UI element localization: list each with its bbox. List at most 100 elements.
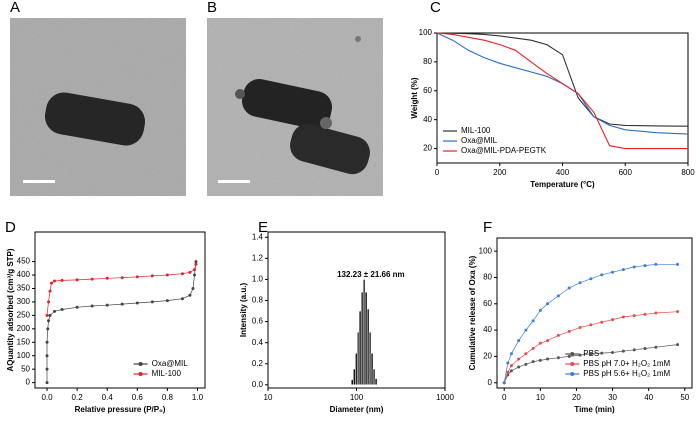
- y-tick-label: 60: [483, 299, 492, 308]
- plot-frame: [496, 237, 693, 389]
- legend-label: Oxa@MIL: [152, 359, 189, 368]
- point: [578, 353, 582, 357]
- x-tick-label: 30: [608, 393, 617, 402]
- point: [150, 300, 154, 304]
- point: [567, 286, 571, 290]
- x-tick-label: 0.6: [132, 393, 144, 402]
- bar: [358, 310, 362, 386]
- point: [643, 264, 647, 268]
- y-tick-label: 60: [423, 86, 432, 95]
- point: [632, 348, 636, 352]
- y-tick-label: 450: [17, 257, 31, 266]
- point: [546, 302, 550, 306]
- y-axis-label: Intensity (a.u.): [239, 283, 248, 338]
- panel-label: A: [10, 0, 20, 16]
- point: [105, 303, 109, 307]
- point: [578, 325, 582, 329]
- point: [90, 277, 94, 281]
- point: [47, 300, 51, 304]
- y-tick-label: 50: [21, 364, 30, 373]
- y-tick-label: 100: [419, 28, 433, 37]
- point: [600, 351, 604, 355]
- x-axis-label: Time (min): [574, 405, 615, 414]
- point: [45, 354, 49, 358]
- point: [676, 343, 680, 347]
- series-line: [436, 32, 688, 150]
- y-tick-label: 0: [26, 378, 31, 387]
- y-tick-label: 40: [423, 115, 432, 124]
- point: [135, 275, 139, 279]
- legend-marker: [570, 362, 575, 366]
- point: [589, 352, 593, 356]
- legend-label: PBS pH 5.6+ H₂O₂ 1mM: [583, 369, 670, 378]
- point: [676, 262, 680, 266]
- point: [120, 302, 124, 306]
- point: [621, 315, 625, 319]
- x-axis-label: Diameter (nm): [330, 405, 384, 414]
- x-tick-label: 1000: [436, 393, 454, 402]
- plot-frame: [34, 231, 206, 389]
- tem-image-a: [10, 18, 186, 196]
- y-tick-label: 0: [488, 378, 493, 387]
- point: [531, 360, 535, 364]
- x-axis-label: Temperature (°C): [530, 180, 595, 189]
- point: [192, 268, 196, 272]
- point: [509, 369, 513, 373]
- series-line: [436, 32, 689, 127]
- bar: [364, 291, 368, 386]
- y-tick-label: 200: [17, 324, 31, 333]
- point: [517, 357, 521, 361]
- point: [600, 320, 604, 324]
- point: [600, 273, 604, 277]
- legend-label: PBS pH 7.0+ H₂O₂ 1mM: [583, 359, 670, 368]
- x-tick-label: 600: [619, 168, 633, 177]
- point: [50, 281, 54, 285]
- x-tick-label: 40: [644, 393, 653, 402]
- legend-marker: [138, 362, 143, 366]
- point: [45, 381, 49, 385]
- point: [538, 341, 542, 345]
- x-tick-label: 10: [264, 393, 273, 402]
- point: [643, 347, 647, 351]
- y-tick-label: 0.2: [252, 359, 264, 368]
- point: [48, 313, 52, 317]
- point: [517, 365, 521, 369]
- y-tick-label: 100: [17, 351, 31, 360]
- x-tick-label: 0: [502, 393, 507, 402]
- y-tick-label: 80: [483, 273, 492, 282]
- point: [546, 357, 550, 361]
- point: [192, 273, 196, 277]
- bar: [352, 368, 356, 386]
- y-tick-label: 80: [423, 57, 432, 66]
- x-tick-label: 400: [556, 168, 570, 177]
- y-tick-label: 1.2: [252, 253, 264, 262]
- point: [165, 273, 169, 277]
- point: [621, 349, 625, 353]
- x-tick-label: 100: [350, 393, 364, 402]
- point: [165, 299, 169, 303]
- legend-marker: [570, 372, 575, 376]
- point: [188, 293, 192, 297]
- point: [556, 294, 560, 298]
- point: [611, 270, 615, 274]
- x-axis-label: Relative pressure (P/P₀): [75, 405, 166, 414]
- point: [150, 274, 154, 278]
- x-tick-label: 0.4: [102, 393, 114, 402]
- panel-label: B: [207, 0, 217, 16]
- series-line: [436, 32, 689, 135]
- point: [567, 329, 571, 333]
- y-axis-label: AQuantity adsorbed (cm³/g STP): [6, 248, 15, 371]
- point: [632, 265, 636, 269]
- y-tick-label: 1.4: [252, 232, 264, 241]
- point: [45, 340, 49, 344]
- point: [643, 312, 647, 316]
- x-tick-label: 10: [536, 393, 545, 402]
- point: [180, 272, 184, 276]
- point: [509, 364, 513, 368]
- y-tick-label: 1.0: [252, 275, 264, 284]
- x-tick-label: 20: [572, 393, 581, 402]
- point: [524, 352, 528, 356]
- point: [194, 260, 198, 264]
- point: [53, 309, 57, 313]
